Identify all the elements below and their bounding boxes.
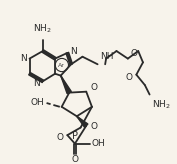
- Polygon shape: [61, 76, 71, 94]
- Text: P: P: [72, 131, 78, 141]
- Text: NH$_2$: NH$_2$: [152, 98, 171, 111]
- Polygon shape: [77, 116, 88, 127]
- Text: N: N: [33, 79, 40, 88]
- Text: NH: NH: [100, 52, 114, 62]
- Text: Ar: Ar: [58, 62, 65, 68]
- Text: O: O: [131, 49, 138, 58]
- Text: O: O: [91, 83, 98, 92]
- Text: O: O: [125, 73, 133, 82]
- Text: OH: OH: [92, 139, 106, 148]
- Text: NH$_2$: NH$_2$: [33, 22, 52, 35]
- Text: O: O: [90, 122, 97, 131]
- Text: N: N: [70, 47, 77, 56]
- Text: O: O: [57, 133, 64, 142]
- Text: N: N: [20, 54, 27, 63]
- Text: O: O: [71, 155, 78, 164]
- Text: OH: OH: [31, 98, 45, 107]
